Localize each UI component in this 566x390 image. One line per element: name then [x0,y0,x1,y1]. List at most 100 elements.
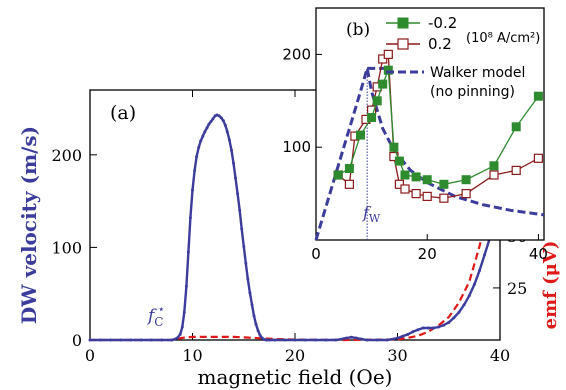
neg-series-point [394,156,404,166]
neg-series-point [344,164,354,173]
velocity-point [248,291,252,295]
velocity-point [396,336,399,340]
velocity-point [462,303,466,307]
pos-series-point [461,189,471,199]
x-tick-label: 0 [85,346,95,365]
velocity-point [242,245,246,248]
pos-series-point [422,191,432,201]
velocity-point [227,138,231,142]
velocity-point [314,338,317,342]
velocity-point [252,314,256,318]
velocity-point [472,282,476,286]
velocity-point [467,294,471,298]
velocity-point [385,338,389,342]
velocity-point [303,338,307,342]
main-panel-label: (a) [110,102,136,124]
velocity-point [209,120,213,123]
velocity-point [193,169,197,173]
velocity-point [207,122,211,126]
neg-series-point [367,113,377,122]
velocity-point [375,338,379,342]
inset-plot-frame [315,7,545,241]
velocity-point [221,119,225,123]
fw-annotation-sub: W [369,212,381,225]
legend-pos-marker [397,38,409,50]
inset-series [314,49,545,241]
velocity-point [267,338,271,342]
x-tick-label: 10 [182,346,202,365]
velocity-point [203,130,207,134]
inset-x-tick-label: 20 [418,245,437,263]
neg-series-point [372,96,382,106]
velocity-point [426,326,430,330]
velocity-point [421,326,425,330]
y-tick-label: 200 [51,146,82,165]
velocity-point [244,261,248,265]
velocity-point [416,328,420,332]
velocity-point [88,338,92,342]
fc-annotation-sup: ⋆ [157,302,165,316]
pos-series-point [383,49,393,60]
main-right-axis-label: emf (μV) [540,241,561,330]
velocity-point [293,338,297,342]
main-x-axis-label: magnetic field (Oe) [198,365,393,389]
inset-y-tick-label: 200 [282,45,311,63]
y-right-tick-label: 25 [507,279,527,298]
legend-walker-line2: (no pinning) [430,84,515,100]
pos-series-point [533,153,544,163]
velocity-point [188,216,192,220]
velocity-point [180,325,184,329]
fw-annotation: fW [362,203,381,225]
pos-series-point [400,184,410,194]
velocity-point [273,338,276,342]
velocity-point [478,269,481,273]
velocity-point [452,316,456,320]
neg-series-point [489,161,499,171]
neg-series-point [356,130,365,140]
velocity-point [182,310,186,314]
velocity-point [199,139,203,143]
velocity-point [324,338,328,342]
velocity-point [447,320,451,324]
inset-y-tick-label: 100 [282,138,311,156]
velocity-point [240,227,244,231]
y-tick-label: 0 [72,331,82,350]
velocity-point [344,336,348,340]
velocity-point [175,336,179,340]
neg-series-point [439,179,449,189]
velocity-point [223,123,227,127]
x-tick-label: 30 [387,346,407,365]
velocity-point [238,208,242,212]
velocity-point [230,148,233,152]
velocity-point [201,134,205,138]
pos-series-point [394,179,404,189]
neg-series-point [400,170,410,180]
fc-annotation-base: f [146,306,157,326]
inset-x-tick-label: 0 [311,245,321,263]
pos-series-point [439,193,449,203]
x-tick-label: 20 [285,346,305,365]
neg-series-point [383,65,393,75]
velocity-point [349,335,353,339]
velocity-point [283,338,287,342]
velocity-point [258,333,262,337]
velocity-point [457,310,461,314]
neg-series-point [422,175,432,185]
velocity-point [442,323,446,327]
neg-series-point [511,122,521,132]
velocity-point [197,145,201,149]
neg-series-point [411,172,421,182]
velocity-point [186,250,190,254]
velocity-point [98,338,102,342]
velocity-point [178,332,182,336]
velocity-point [191,188,194,192]
neg-series-point [378,79,388,89]
pos-series-point [511,165,521,175]
velocity-point [236,192,240,196]
x-tick-label: 40 [490,346,510,365]
velocity-point [406,332,410,336]
velocity-point [184,284,188,288]
velocity-point [254,322,258,326]
legend-units: (10⁸ A/cm²) [466,31,540,46]
